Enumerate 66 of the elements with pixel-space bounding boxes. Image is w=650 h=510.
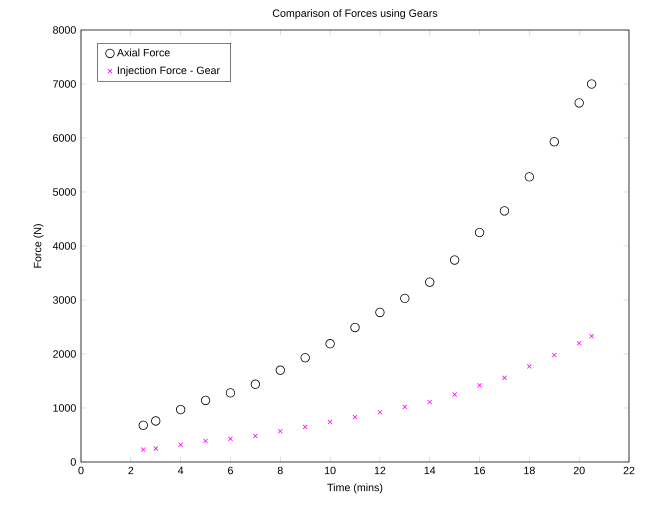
point [450, 255, 460, 265]
y-tick-label: 7000 [53, 80, 76, 88]
point [589, 334, 594, 339]
y-tick-label: 0 [70, 458, 76, 466]
x-axis-title: Time (mins) [327, 483, 382, 494]
point [278, 428, 283, 434]
point [377, 410, 382, 415]
point [276, 366, 285, 375]
y-tick-label: 5000 [52, 188, 76, 196]
y-axis-title: Force (N) [33, 224, 44, 268]
point [375, 308, 385, 318]
point [427, 400, 432, 405]
point [574, 98, 584, 108]
point [586, 79, 596, 89]
point [250, 380, 260, 389]
point [138, 420, 148, 430]
point [350, 322, 360, 332]
legend-label: Axial Force [116, 48, 170, 56]
x-tick-label: 2 [128, 466, 134, 474]
x-tick-label: 12 [374, 466, 386, 474]
point [474, 228, 484, 238]
x-tick-label: 18 [524, 466, 535, 474]
point [328, 420, 333, 424]
point [178, 442, 184, 448]
point [140, 447, 146, 452]
legend-label: Injection Force - Gear [118, 66, 220, 76]
y-tick-label: 6000 [53, 134, 76, 142]
point [252, 434, 258, 439]
y-tick-label: 8000 [53, 26, 76, 34]
point [200, 396, 210, 406]
x-tick-label: 10 [324, 466, 336, 474]
point [502, 375, 507, 380]
point [526, 364, 532, 369]
point [228, 436, 233, 442]
point [576, 340, 582, 346]
point [325, 339, 335, 348]
x-tick-label: 14 [424, 466, 436, 474]
point [452, 392, 458, 397]
point [552, 352, 557, 358]
x-tick-label: 16 [474, 466, 485, 474]
x-tick-label: 0 [78, 466, 84, 474]
y-tick-label: 4000 [52, 242, 76, 250]
y-tick-label: 1000 [53, 404, 76, 412]
x-tick-label: 4 [178, 466, 184, 474]
point [203, 438, 208, 444]
point [352, 414, 358, 420]
point [500, 206, 510, 216]
point [425, 278, 434, 287]
x-tick-label: 22 [624, 466, 634, 474]
point [226, 388, 236, 398]
point [400, 294, 410, 304]
x-tick-label: 20 [574, 466, 585, 474]
y-tick-label: 2000 [53, 350, 76, 358]
point [153, 446, 158, 451]
point [151, 416, 160, 426]
x-tick-label: 8 [278, 466, 283, 474]
chart-title: Comparison of Forces using Gears [272, 9, 438, 20]
point [302, 424, 308, 430]
point [550, 137, 559, 146]
point [300, 353, 310, 362]
x-tick-label: 6 [228, 466, 233, 474]
point [402, 404, 408, 410]
point [524, 172, 534, 182]
y-tick-label: 3000 [52, 296, 76, 304]
point [176, 404, 186, 414]
point [477, 382, 482, 388]
